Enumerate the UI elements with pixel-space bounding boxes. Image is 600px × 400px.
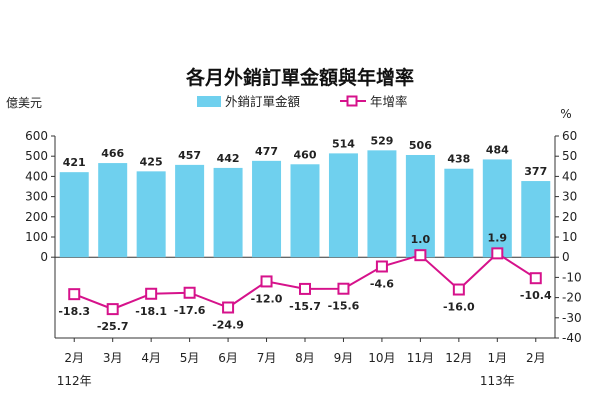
- legend: 外銷訂單金額 年增率: [197, 94, 408, 109]
- growth-marker: [68, 288, 81, 301]
- growth-value-label: -10.4: [520, 289, 552, 302]
- left-tick-label: 0: [40, 250, 48, 264]
- bar-value-label: 506: [409, 139, 432, 152]
- growth-value-label: -15.6: [328, 300, 360, 313]
- growth-value-label: 1.9: [488, 231, 508, 244]
- bar: [136, 171, 166, 258]
- x-tick-label: 3月: [103, 351, 123, 365]
- bar: [290, 164, 320, 258]
- bar: [521, 181, 551, 258]
- right-tick-label: 10: [562, 230, 577, 244]
- right-tick-label: -30: [562, 311, 582, 325]
- x-tick-label: 8月: [295, 351, 315, 365]
- bar-value-label: 477: [255, 145, 278, 158]
- bar-value-label: 421: [63, 156, 86, 169]
- x-tick-label: 10月: [368, 351, 395, 365]
- right-tick-label: 50: [562, 149, 577, 163]
- x-tick-label: 11月: [407, 351, 434, 365]
- growth-value-label: -25.7: [97, 320, 129, 333]
- left-tick-label: 300: [25, 190, 48, 204]
- bar-value-label: 484: [486, 143, 509, 156]
- x-tick-label: 7月: [257, 351, 277, 365]
- x-tick-label: 12月: [445, 351, 472, 365]
- bar: [405, 154, 435, 258]
- bar-value-label: 460: [294, 148, 317, 161]
- growth-value-label: -24.9: [212, 318, 244, 331]
- bar: [482, 159, 512, 258]
- bar: [252, 160, 282, 258]
- growth-marker: [299, 282, 311, 295]
- growth-marker: [375, 260, 388, 273]
- growth-marker: [529, 272, 542, 285]
- right-tick-label: -40: [562, 331, 582, 345]
- growth-value-label: -18.1: [135, 305, 167, 318]
- x-tick-label: 6月: [218, 351, 238, 365]
- legend-marker-growth: [346, 95, 358, 107]
- growth-value-label: -12.0: [251, 292, 283, 305]
- growth-marker: [222, 301, 235, 314]
- bar-value-label: 442: [217, 152, 240, 165]
- year-label: 113年: [480, 374, 515, 388]
- growth-marker: [183, 286, 196, 299]
- left-tick-label: 600: [25, 129, 48, 143]
- growth-value-label: -4.6: [370, 277, 394, 290]
- growth-value-label: 1.0: [411, 233, 431, 246]
- x-tick-label: 2月: [64, 351, 84, 365]
- right-tick-label: 20: [562, 210, 577, 224]
- plot-area: 0 100 200 300 400 500 600 -40 -30 -20 -10 0 10 20 30 40…: [25, 129, 582, 388]
- growth-marker: [491, 247, 504, 260]
- bar-value-label: 529: [370, 134, 393, 147]
- bar-value-label: 425: [140, 155, 163, 168]
- chart-title: 各月外銷訂單金額與年增率: [185, 66, 414, 89]
- bar-value-label: 514: [332, 137, 355, 150]
- bar-value-label: 438: [447, 153, 470, 166]
- right-axis-unit: %: [560, 107, 571, 121]
- x-tick-label: 4月: [141, 351, 161, 365]
- growth-value-label: -15.7: [289, 300, 321, 313]
- right-tick-label: 60: [562, 129, 577, 143]
- left-tick-label: 200: [25, 210, 48, 224]
- year-label: 112年: [57, 374, 92, 388]
- bar: [98, 163, 128, 258]
- left-axis-unit: 億美元: [6, 96, 42, 110]
- bar: [59, 172, 89, 258]
- right-tick-label: -20: [562, 291, 582, 305]
- bar: [328, 153, 358, 258]
- right-tick-label: 30: [562, 190, 577, 204]
- growth-marker: [337, 282, 350, 295]
- left-tick-label: 100: [25, 230, 48, 244]
- bar-value-label: 377: [524, 165, 547, 178]
- legend-swatch-bars: [197, 96, 221, 107]
- left-tick-label: 500: [25, 149, 48, 163]
- x-tick-label: 9月: [334, 351, 354, 365]
- x-tick-label: 2月: [526, 351, 546, 365]
- bar-value-label: 466: [101, 147, 124, 160]
- x-tick-label: 5月: [180, 351, 200, 365]
- bar: [444, 168, 474, 258]
- right-tick-label: 40: [562, 169, 577, 183]
- growth-marker: [145, 287, 158, 300]
- x-tick-label: 1月: [487, 351, 507, 365]
- growth-value-label: -18.3: [58, 305, 90, 318]
- right-tick-label: -10: [562, 270, 582, 284]
- growth-value-label: -17.6: [174, 304, 206, 317]
- bar-value-label: 457: [178, 149, 201, 162]
- growth-marker: [414, 249, 427, 262]
- growth-value-label: -16.0: [443, 301, 475, 314]
- left-tick-label: 400: [25, 169, 48, 183]
- right-tick-label: 0: [562, 250, 570, 264]
- growth-marker: [260, 275, 273, 288]
- growth-marker: [106, 303, 119, 316]
- bar: [213, 167, 243, 258]
- bar: [175, 164, 205, 258]
- legend-label-growth: 年增率: [370, 94, 408, 109]
- growth-marker: [452, 283, 465, 296]
- bar: [367, 150, 397, 258]
- legend-label-bars: 外銷訂單金額: [225, 94, 301, 109]
